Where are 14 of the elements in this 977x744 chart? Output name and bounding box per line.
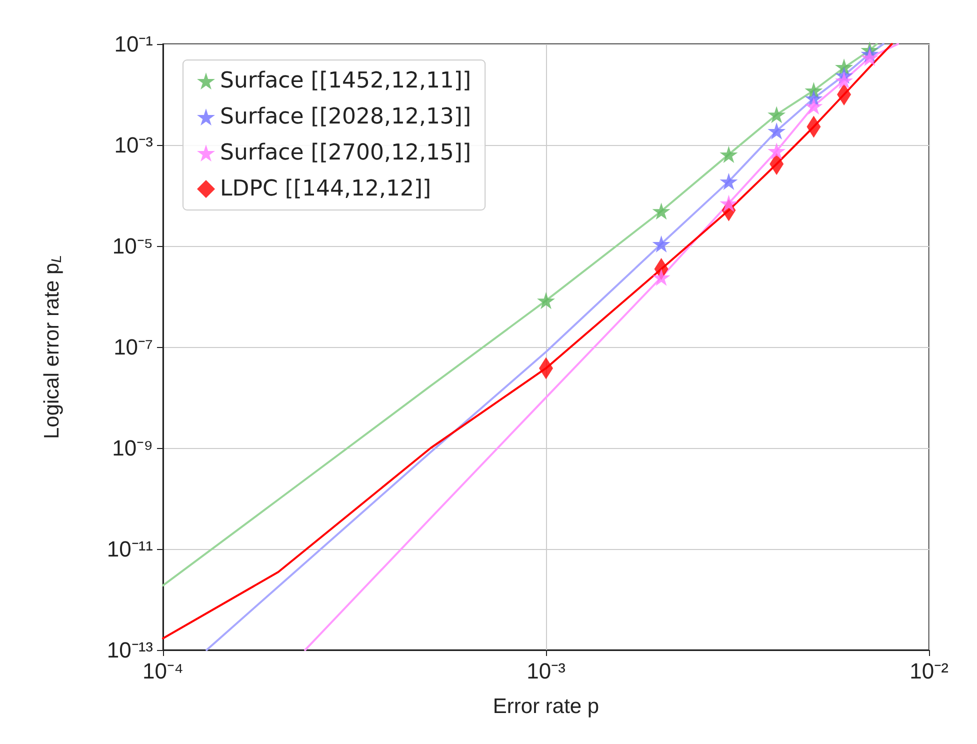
y-tick-label: 10⁻³ xyxy=(114,132,153,158)
x-axis-title: Error rate p xyxy=(492,695,600,718)
y-axis-title: Logical error rate pL xyxy=(40,254,64,440)
x-tick-label: 10⁻³ xyxy=(526,658,566,684)
y-tick-label: 10⁻⁹ xyxy=(112,436,153,460)
y-tick-label: 10⁻⁷ xyxy=(114,334,154,360)
legend-label: Surface [[1452,12,11]] xyxy=(220,68,472,94)
y-tick-label: 10⁻¹ xyxy=(114,32,153,56)
y-tick-label: 10⁻¹¹ xyxy=(106,536,153,562)
y-tick-label: 10⁻⁵ xyxy=(112,234,153,258)
legend-label: Surface [[2028,12,13]] xyxy=(220,104,472,130)
legend-label: LDPC [[144,12,12]] xyxy=(220,176,432,202)
x-tick-label: 10⁻² xyxy=(910,658,948,684)
legend-label: Surface [[2700,12,15]] xyxy=(220,140,472,166)
